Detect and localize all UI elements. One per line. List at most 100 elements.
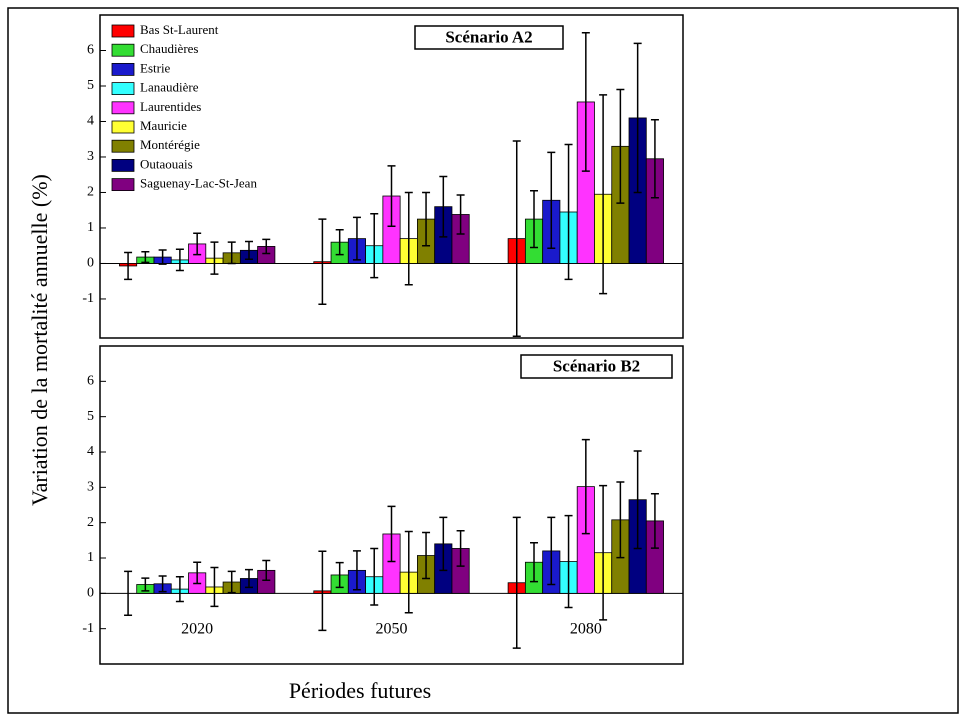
error-bar	[262, 559, 271, 582]
error-bar	[193, 561, 202, 585]
legend-swatch	[111, 24, 135, 38]
legend-label: Chaudières	[140, 41, 198, 56]
panel-title: Scénario B2	[553, 356, 640, 375]
error-bar	[547, 151, 556, 249]
y-tick-label: 1	[87, 550, 94, 565]
legend-swatch	[111, 139, 135, 153]
legend-swatch	[111, 43, 135, 57]
y-tick-label: 0	[87, 256, 94, 271]
error-bar	[335, 561, 344, 589]
error-bar	[650, 118, 659, 199]
error-bar	[352, 216, 361, 261]
legend-label: Mauricie	[140, 118, 187, 133]
error-bar	[370, 547, 379, 606]
error-bar	[141, 577, 150, 592]
y-tick-label: 5	[87, 409, 94, 424]
legend-swatch	[111, 82, 135, 95]
error-bar	[633, 450, 642, 550]
error-bar	[175, 248, 184, 272]
title-box	[414, 25, 564, 50]
legend-label: Bas St-Laurent	[140, 22, 219, 37]
y-tick-label: 6	[87, 374, 94, 389]
error-bar	[175, 575, 184, 603]
error-bar	[439, 516, 448, 572]
error-bar	[141, 250, 150, 264]
error-bar	[422, 191, 431, 247]
error-bar	[422, 531, 431, 580]
error-bar	[370, 213, 379, 279]
legend-swatch	[111, 178, 135, 192]
y-tick-label: 4	[87, 444, 94, 459]
error-bar	[564, 514, 573, 609]
error-bar	[530, 542, 539, 583]
legend-label: Lanaudière	[140, 80, 199, 95]
error-bar	[599, 94, 608, 295]
error-bar	[599, 484, 608, 621]
error-bar	[530, 189, 539, 249]
error-bar	[335, 228, 344, 256]
y-axis-label: Variation de la mortalité annuelle (%)	[27, 174, 52, 506]
legend-label: Saguenay-Lac-St-Jean	[140, 176, 257, 191]
error-bar	[210, 566, 219, 608]
y-tick-label: 3	[87, 149, 94, 164]
y-tick-label: 2	[87, 185, 94, 200]
y-tick-label: 5	[87, 78, 94, 93]
error-bar	[650, 492, 659, 549]
error-bar	[581, 31, 590, 172]
error-bar	[318, 550, 327, 632]
error-bar	[210, 241, 219, 275]
legend-label: Montérégie	[140, 137, 200, 152]
y-tick-label: 2	[87, 515, 94, 530]
error-bar	[456, 194, 465, 235]
error-bar	[193, 232, 202, 256]
legend-swatch	[111, 158, 135, 172]
error-bar	[387, 505, 396, 563]
error-bar	[616, 481, 625, 559]
error-bar	[564, 143, 573, 281]
error-bar	[227, 241, 236, 265]
error-bar	[227, 570, 236, 594]
legend-swatch	[111, 120, 135, 134]
frame	[7, 7, 959, 714]
plot-area	[99, 14, 684, 339]
panel-title: Scénario A2	[445, 27, 532, 46]
x-tick-label: 2080	[570, 621, 602, 638]
error-bar	[633, 42, 642, 194]
plot-area	[99, 345, 684, 665]
y-tick-label: 1	[87, 220, 94, 235]
y-tick-label: 6	[87, 43, 94, 58]
legend-label: Outaouais	[140, 156, 193, 171]
y-tick-label: 0	[87, 586, 94, 601]
error-bar	[352, 550, 361, 591]
error-bar	[512, 140, 521, 337]
error-bar	[456, 530, 465, 567]
error-bar	[512, 516, 521, 649]
error-bar	[262, 238, 271, 255]
error-bar	[158, 249, 167, 265]
error-bar	[439, 175, 448, 238]
y-tick-label: 4	[87, 114, 94, 129]
legend-label: Estrie	[140, 60, 171, 75]
error-bar	[318, 218, 327, 306]
error-bar	[404, 530, 413, 614]
y-tick-label: -1	[82, 291, 94, 306]
x-tick-label: 2020	[181, 621, 213, 638]
error-bar	[581, 438, 590, 535]
legend-label: Laurentides	[140, 99, 201, 114]
error-bar	[124, 570, 133, 616]
legend-swatch	[111, 63, 135, 76]
error-bar	[244, 568, 253, 589]
y-tick-label: 3	[87, 480, 94, 495]
error-bar	[547, 516, 556, 586]
error-bar	[124, 251, 133, 281]
error-bar	[387, 165, 396, 227]
y-tick-label: -1	[82, 621, 94, 636]
error-bar	[616, 88, 625, 204]
x-axis-label: Périodes futures	[289, 678, 431, 703]
legend-swatch	[111, 101, 135, 115]
error-bar	[244, 240, 253, 260]
error-bar	[158, 575, 167, 593]
x-tick-label: 2050	[376, 621, 408, 638]
